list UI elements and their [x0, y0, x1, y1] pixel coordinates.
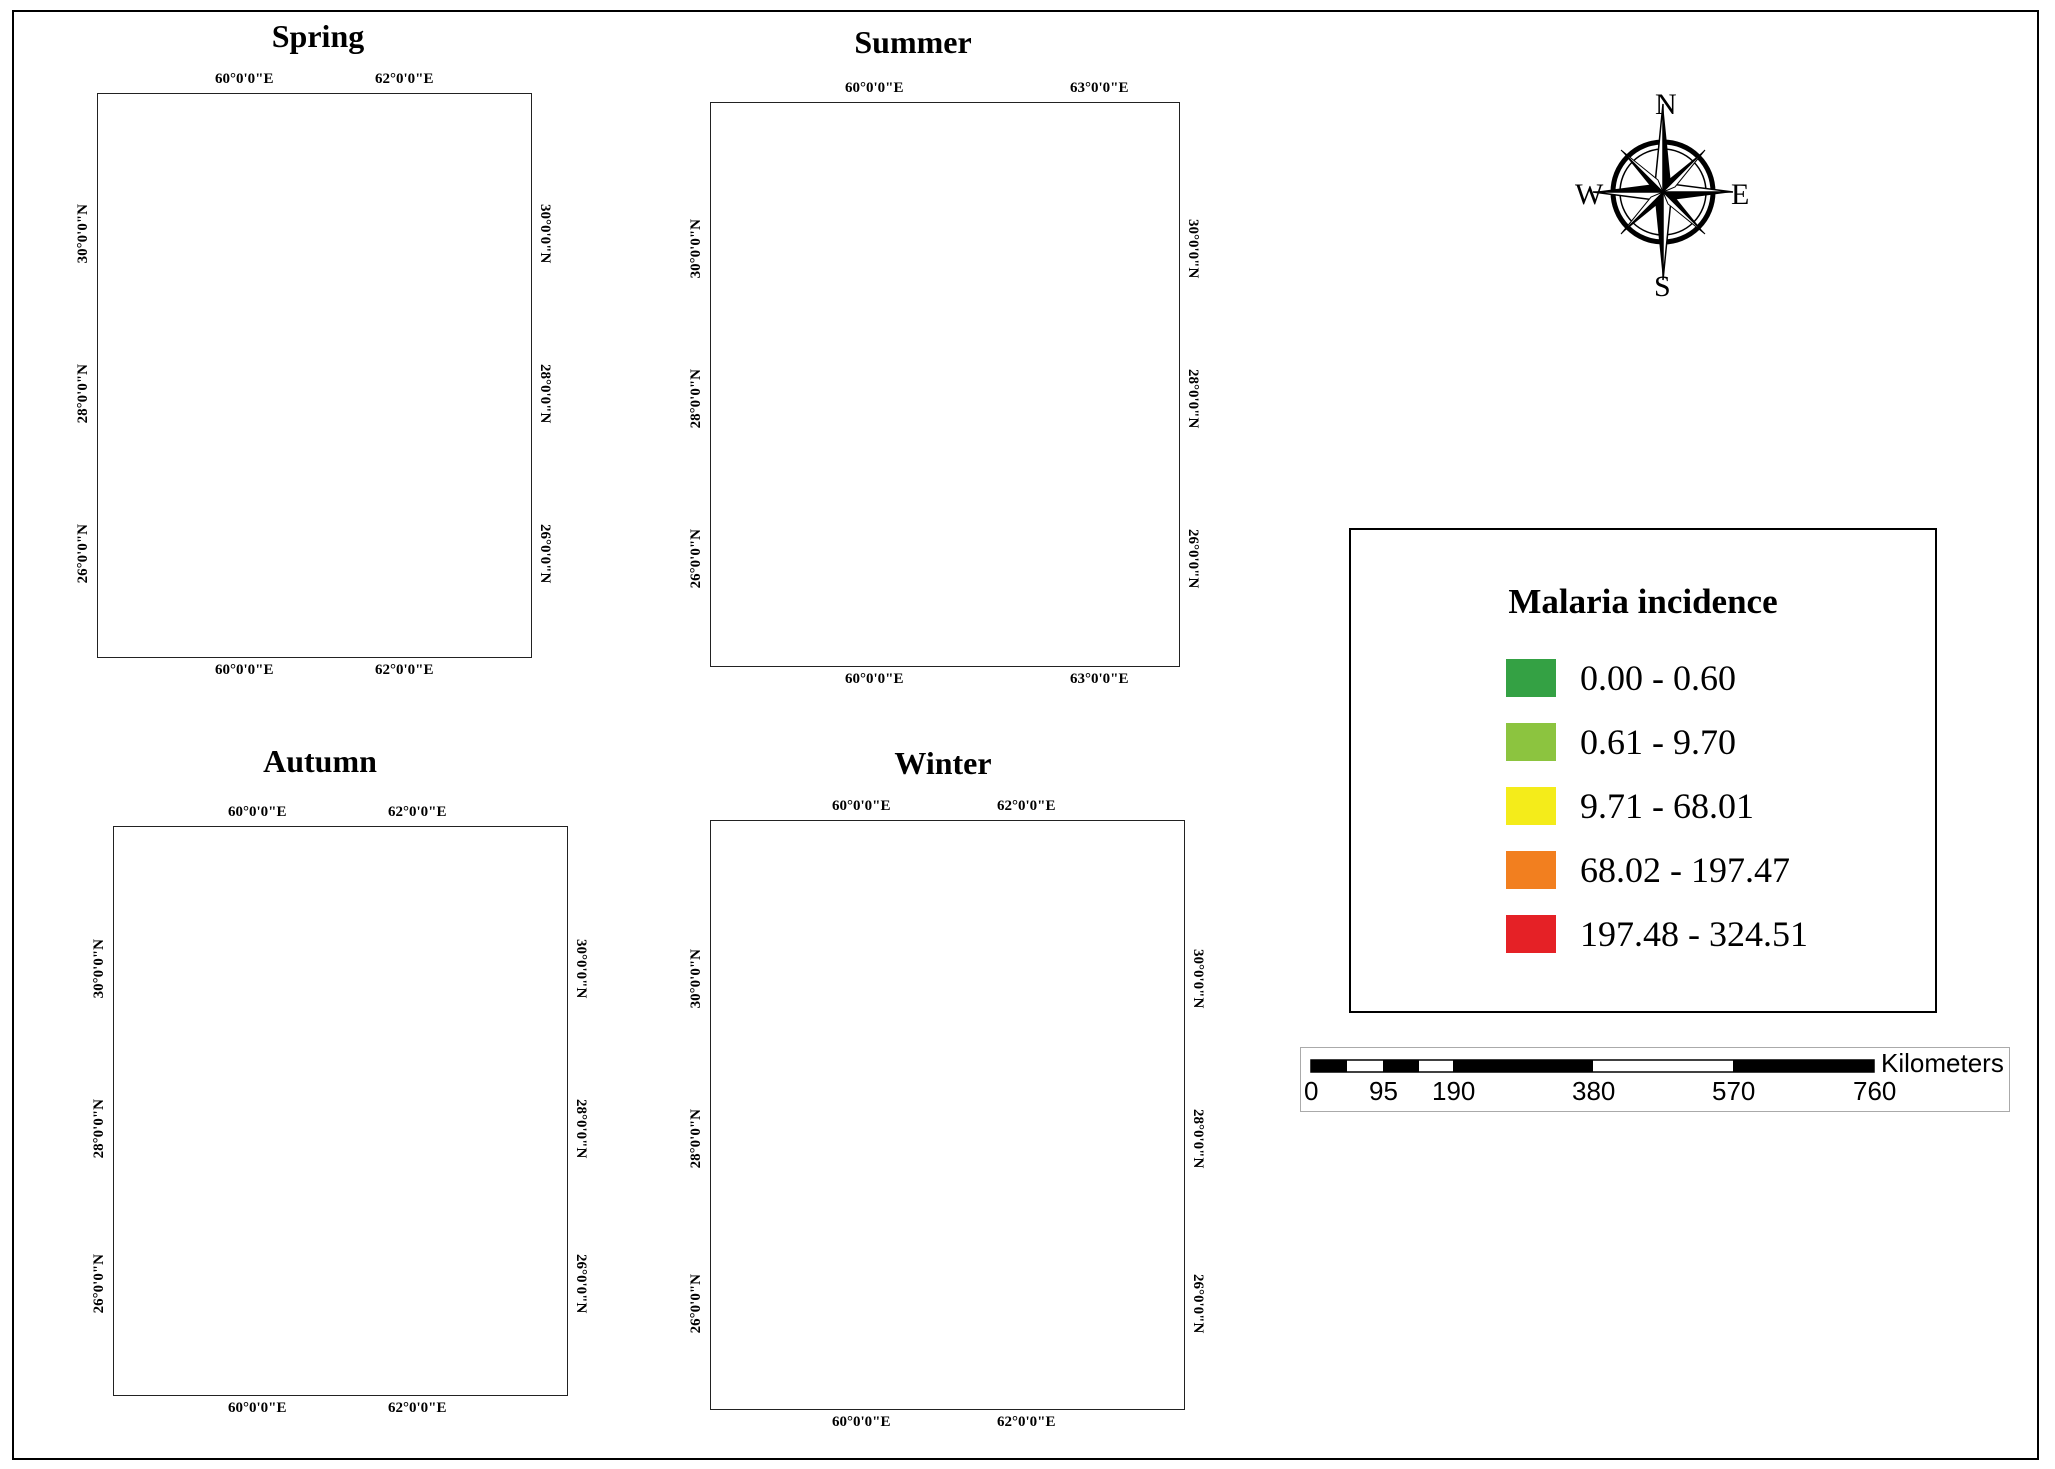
lat-tick-right: 26°0'0"N	[1190, 1274, 1206, 1334]
lat-tick-left: 26°0'0"N	[75, 524, 91, 584]
legend-swatch	[1506, 787, 1556, 825]
compass-s-label: S	[1654, 270, 1671, 303]
lon-tick-top: 60°0'0"E	[832, 798, 891, 814]
lon-tick-top: 63°0'0"E	[1070, 80, 1129, 96]
compass-e-label: E	[1731, 178, 1749, 211]
legend-swatch	[1506, 915, 1556, 953]
legend-item: 0.00 - 0.60	[1506, 658, 1736, 698]
map-frame-summer	[710, 102, 1180, 667]
lon-tick-top: 60°0'0"E	[228, 804, 287, 820]
lon-tick-bottom: 62°0'0"E	[388, 1400, 447, 1416]
lon-tick-bottom: 60°0'0"E	[228, 1400, 287, 1416]
lat-tick-left: 28°0'0"N	[688, 369, 704, 429]
lon-tick-bottom: 63°0'0"E	[1070, 671, 1129, 687]
legend: Malaria incidence 0.00 - 0.60 0.61 - 9.70…	[1349, 528, 1937, 1013]
lon-tick-top: 60°0'0"E	[845, 80, 904, 96]
lat-tick-left: 26°0'0"N	[688, 1274, 704, 1334]
lon-tick-bottom: 62°0'0"E	[997, 1414, 1056, 1430]
legend-item: 0.61 - 9.70	[1506, 722, 1736, 762]
scale-bar-unit: Kilometers	[1881, 1048, 2004, 1078]
lat-tick-right: 28°0'0"N	[1185, 369, 1201, 429]
legend-swatch	[1506, 659, 1556, 697]
lat-tick-right: 26°0'0"N	[1185, 529, 1201, 589]
compass-n-label: N	[1655, 88, 1677, 121]
map-frame-winter	[710, 820, 1185, 1410]
figure-border	[12, 10, 2039, 1460]
legend-swatch	[1506, 723, 1556, 761]
compass-rose-icon	[1592, 103, 1734, 281]
lat-tick-left: 28°0'0"N	[688, 1109, 704, 1169]
legend-title: Malaria incidence	[1508, 582, 1778, 621]
scale-bar-tick: 380	[1572, 1076, 1616, 1106]
panel-title-winter: Winter	[894, 745, 992, 781]
scale-bar-tick: 95	[1369, 1076, 1398, 1106]
legend-label: 0.00 - 0.60	[1580, 658, 1736, 698]
legend-label: 68.02 - 197.47	[1580, 850, 1790, 890]
lon-tick-top: 60°0'0"E	[215, 71, 274, 87]
north-arrow: N S E W	[1575, 88, 1749, 303]
lon-tick-bottom: 60°0'0"E	[832, 1414, 891, 1430]
lat-tick-left: 30°0'0"N	[688, 949, 704, 1009]
legend-item: 9.71 - 68.01	[1506, 786, 1754, 826]
lat-tick-left: 26°0'0"N	[688, 529, 704, 589]
scale-bar-tick: 760	[1853, 1076, 1897, 1106]
panel-title-summer: Summer	[854, 24, 972, 60]
lat-tick-right: 26°0'0"N	[537, 524, 553, 584]
lon-tick-bottom: 62°0'0"E	[375, 662, 434, 678]
lon-tick-top: 62°0'0"E	[388, 804, 447, 820]
lat-tick-right: 30°0'0"N	[1185, 219, 1201, 279]
lat-tick-right: 30°0'0"N	[537, 204, 553, 264]
lat-tick-left: 28°0'0"N	[91, 1099, 107, 1159]
lat-tick-right: 28°0'0"N	[537, 364, 553, 424]
lon-tick-top: 62°0'0"E	[997, 798, 1056, 814]
compass-w-label: W	[1575, 178, 1604, 211]
lat-tick-left: 30°0'0"N	[688, 219, 704, 279]
lon-tick-bottom: 60°0'0"E	[845, 671, 904, 687]
lat-tick-right: 26°0'0"N	[573, 1254, 589, 1314]
lat-tick-right: 28°0'0"N	[573, 1099, 589, 1159]
lat-tick-left: 30°0'0"N	[91, 939, 107, 999]
lat-tick-left: 26°0'0"N	[91, 1254, 107, 1314]
lat-tick-left: 28°0'0"N	[75, 364, 91, 424]
lat-tick-right: 30°0'0"N	[1190, 949, 1206, 1009]
legend-swatch	[1506, 851, 1556, 889]
legend-label: 197.48 - 324.51	[1580, 914, 1808, 954]
lat-tick-right: 28°0'0"N	[1190, 1109, 1206, 1169]
lat-tick-right: 30°0'0"N	[573, 939, 589, 999]
scale-bar-graphic	[1310, 1059, 1875, 1073]
lat-tick-left: 30°0'0"N	[75, 204, 91, 264]
scale-bar-tick: 0	[1304, 1076, 1319, 1106]
panel-title-autumn: Autumn	[263, 743, 377, 779]
map-frame-spring	[97, 93, 532, 658]
lon-tick-top: 62°0'0"E	[375, 71, 434, 87]
scale-bar: Kilometers 0 95 190 380 570 760	[1300, 1047, 2010, 1112]
lon-tick-bottom: 60°0'0"E	[215, 662, 274, 678]
scale-bar-tick: 570	[1712, 1076, 1756, 1106]
panel-title-spring: Spring	[271, 18, 365, 54]
legend-label: 0.61 - 9.70	[1580, 722, 1736, 762]
scale-bar-tick: 190	[1432, 1076, 1476, 1106]
legend-label: 9.71 - 68.01	[1580, 786, 1754, 826]
legend-item: 68.02 - 197.47	[1506, 850, 1790, 890]
map-frame-autumn	[113, 826, 568, 1396]
legend-item: 197.48 - 324.51	[1506, 914, 1808, 954]
